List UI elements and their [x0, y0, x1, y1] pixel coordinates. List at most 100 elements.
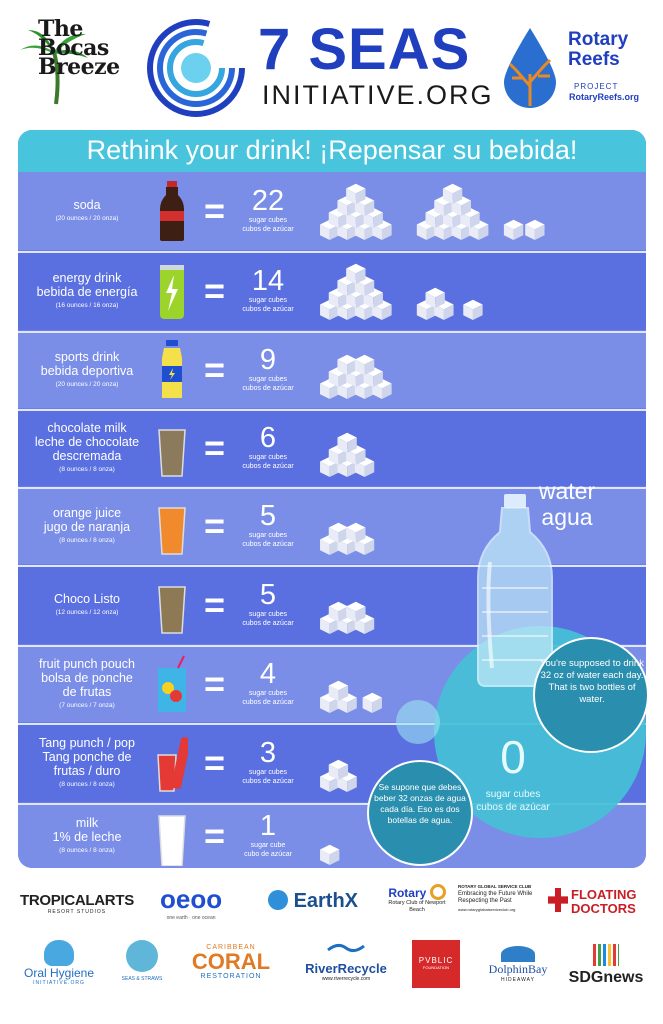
bocas-breeze-logo: The Bocas Breeze — [38, 16, 120, 80]
drink-name-line: leche de chocolate — [34, 435, 140, 449]
earth-globe-icon — [268, 890, 288, 910]
drink-name-line: Tang punch / pop — [39, 736, 135, 750]
headline: Rethink your drink! ¡Repensar su bebida! — [86, 135, 578, 165]
drink-ounces: (8 ounces / 8 onza) — [59, 466, 115, 473]
drink-name: milk 1% de leche (8 ounces / 8 onza) — [22, 816, 152, 856]
sugar-count-number: 14 — [251, 265, 285, 297]
seas-wave-logo-icon — [147, 19, 245, 117]
turtle-icon — [126, 940, 158, 972]
sugar-unit-en: sugar cubes — [248, 690, 288, 697]
sugar-unit-es: cubos de azúcar — [242, 385, 294, 392]
sponsor-oeoo: oeoo one earth · one ocean — [160, 884, 223, 921]
header: The Bocas Breeze 7 SEAS INITIATIVE.ORG R… — [0, 0, 663, 122]
sugar-cubes-icon — [320, 844, 340, 866]
drink-ounces: (8 ounces / 8 onza) — [59, 781, 115, 788]
sugar-count: 22 sugar cubes cubos de azúcar — [238, 186, 298, 234]
rotary-reefs-title: Rotary Reefs — [568, 29, 629, 70]
drink-name-line: jugo de naranja — [43, 520, 131, 534]
drink-name: chocolate milk leche de chocolate descrema… — [22, 421, 152, 475]
drink-name-line: 1% de leche — [52, 830, 122, 844]
sugar-unit-en: sugar cubes — [248, 297, 288, 304]
milk-glass-icon — [158, 815, 186, 866]
sugar-unit-es: cubos de azúcar — [242, 541, 294, 548]
water-note-es: Se supone que debes beber 32 onzas de ag… — [374, 782, 466, 825]
bar-signal-icon — [593, 944, 619, 966]
drink-ounces: (8 ounces / 8 onza) — [59, 847, 115, 854]
sugar-cubes-icon — [320, 432, 375, 478]
drink-ounces: (20 ounces / 20 onza) — [55, 381, 119, 388]
sugar-unit-en: sugar cubes — [248, 454, 288, 461]
row-divider — [18, 251, 646, 253]
juice-glass-icon — [158, 507, 186, 555]
water-note-en: You're supposed to drink 32 oz of water … — [540, 658, 644, 705]
drink-row: sports drink bebida deportiva (20 ounces /… — [18, 332, 646, 408]
sugar-count-number: 1 — [259, 810, 277, 842]
drink-name-line: descremada — [52, 449, 122, 463]
equals-sign: = — [204, 349, 226, 390]
drink-name: fruit punch pouch bolsa de ponche de fruta… — [22, 657, 152, 711]
drink-name-line: Choco Listo — [53, 592, 120, 606]
drink-name-line: Tang ponche de — [42, 750, 132, 764]
drink-name-line: bebida de energía — [36, 285, 138, 299]
equals-sign: = — [204, 270, 226, 311]
drink-ounces: (20 ounces / 20 onza) — [55, 215, 119, 222]
medical-cross-icon — [548, 888, 568, 912]
sugar-unit-en: sugar cube — [250, 842, 286, 849]
sugar-count-number: 5 — [259, 500, 277, 532]
drink-name-line: orange juice — [52, 506, 122, 520]
sponsor-earthx: EarthX — [268, 890, 358, 913]
sugar-unit-es: cubos de azúcar — [242, 778, 294, 785]
sponsor-seas-straws: SEAS & STRAWS — [114, 940, 170, 982]
row-divider — [18, 645, 646, 647]
sugar-count-number: 9 — [259, 344, 277, 376]
water-note-bubble-es — [367, 760, 473, 866]
sponsor-rotary-global-service: ROTARY GLOBAL SERVICE CLUB Embracing the… — [458, 884, 533, 912]
dolphin-icon — [501, 946, 535, 962]
drink-name: sports drink bebida deportiva (20 ounces /… — [22, 350, 152, 390]
sugar-count: 1 sugar cube cubo de azúcar — [238, 811, 298, 859]
row-divider — [18, 409, 646, 411]
drink-name-line: soda — [73, 198, 101, 212]
equals-sign: = — [204, 427, 226, 468]
drink-name-line: bolsa de ponche — [41, 671, 133, 685]
sponsor-caribbean-coral: CARIBBEAN CORAL RESTORATION — [191, 944, 271, 980]
sugar-cubes-icon — [320, 759, 357, 793]
sugar-cubes-icon — [320, 263, 483, 321]
sponsor-river-recycle: RiverRecycle www.riverrecycle.com — [296, 940, 396, 982]
row-divider — [18, 331, 646, 333]
sugar-unit-en: sugar cubes — [248, 769, 288, 776]
sugar-unit-es: cubo de azúcar — [244, 851, 292, 858]
chocolate-glass-icon — [158, 429, 186, 477]
sugar-unit-es: cubos de azúcar — [242, 306, 294, 313]
energy-can-icon — [160, 265, 184, 319]
drink-ounces: (16 ounces / 16 onza) — [55, 302, 119, 309]
sugar-unit-en: sugar cubes — [248, 611, 288, 618]
drink-name-line: energy drink — [52, 271, 122, 285]
punch-pouch-icon — [158, 655, 186, 712]
equals-sign: = — [204, 742, 226, 783]
palm-tree-icon — [20, 30, 88, 105]
sugar-count: 5 sugar cubes cubos de azúcar — [238, 501, 298, 549]
rotary-wheel-icon — [429, 884, 446, 900]
rotary-reefs-project: PROJECT — [574, 82, 619, 91]
sugar-count: 5 sugar cubes cubos de azúcar — [238, 580, 298, 628]
sugar-unit-en: sugar cubes — [248, 532, 288, 539]
drink-name-line: milk — [75, 816, 99, 830]
sponsor-tropical-arts: TROPICALARTS RESORT STUDIOS — [20, 892, 134, 915]
sugar-count: 4 sugar cubes cubos de azúcar — [238, 659, 298, 707]
rotary-reefs-drop-icon — [504, 28, 556, 108]
sponsor-pvblic: PVBLIC FOUNDATION — [412, 940, 460, 988]
water-note-bubble-en — [533, 637, 649, 753]
river-wave-icon — [327, 943, 365, 953]
drink-ounces: (12 ounces / 12 onza) — [55, 609, 119, 616]
sugar-count-number: 22 — [251, 185, 285, 217]
sugar-unit-en: sugar cubes — [248, 217, 288, 224]
drink-name-line: chocolate milk — [47, 421, 127, 435]
sugar-count: 14 sugar cubes cubos de azúcar — [238, 266, 298, 314]
sponsor-floating-doctors: FLOATING DOCTORS — [548, 888, 648, 916]
sugar-count-number: 4 — [259, 658, 277, 690]
drink-name-line: frutas / duro — [53, 764, 121, 778]
sugar-count-number: 5 — [259, 579, 277, 611]
drink-row: energy drink bebida de energía (16 ounces … — [18, 252, 646, 330]
drink-name: orange juice jugo de naranja (8 ounces / 8… — [22, 506, 152, 546]
